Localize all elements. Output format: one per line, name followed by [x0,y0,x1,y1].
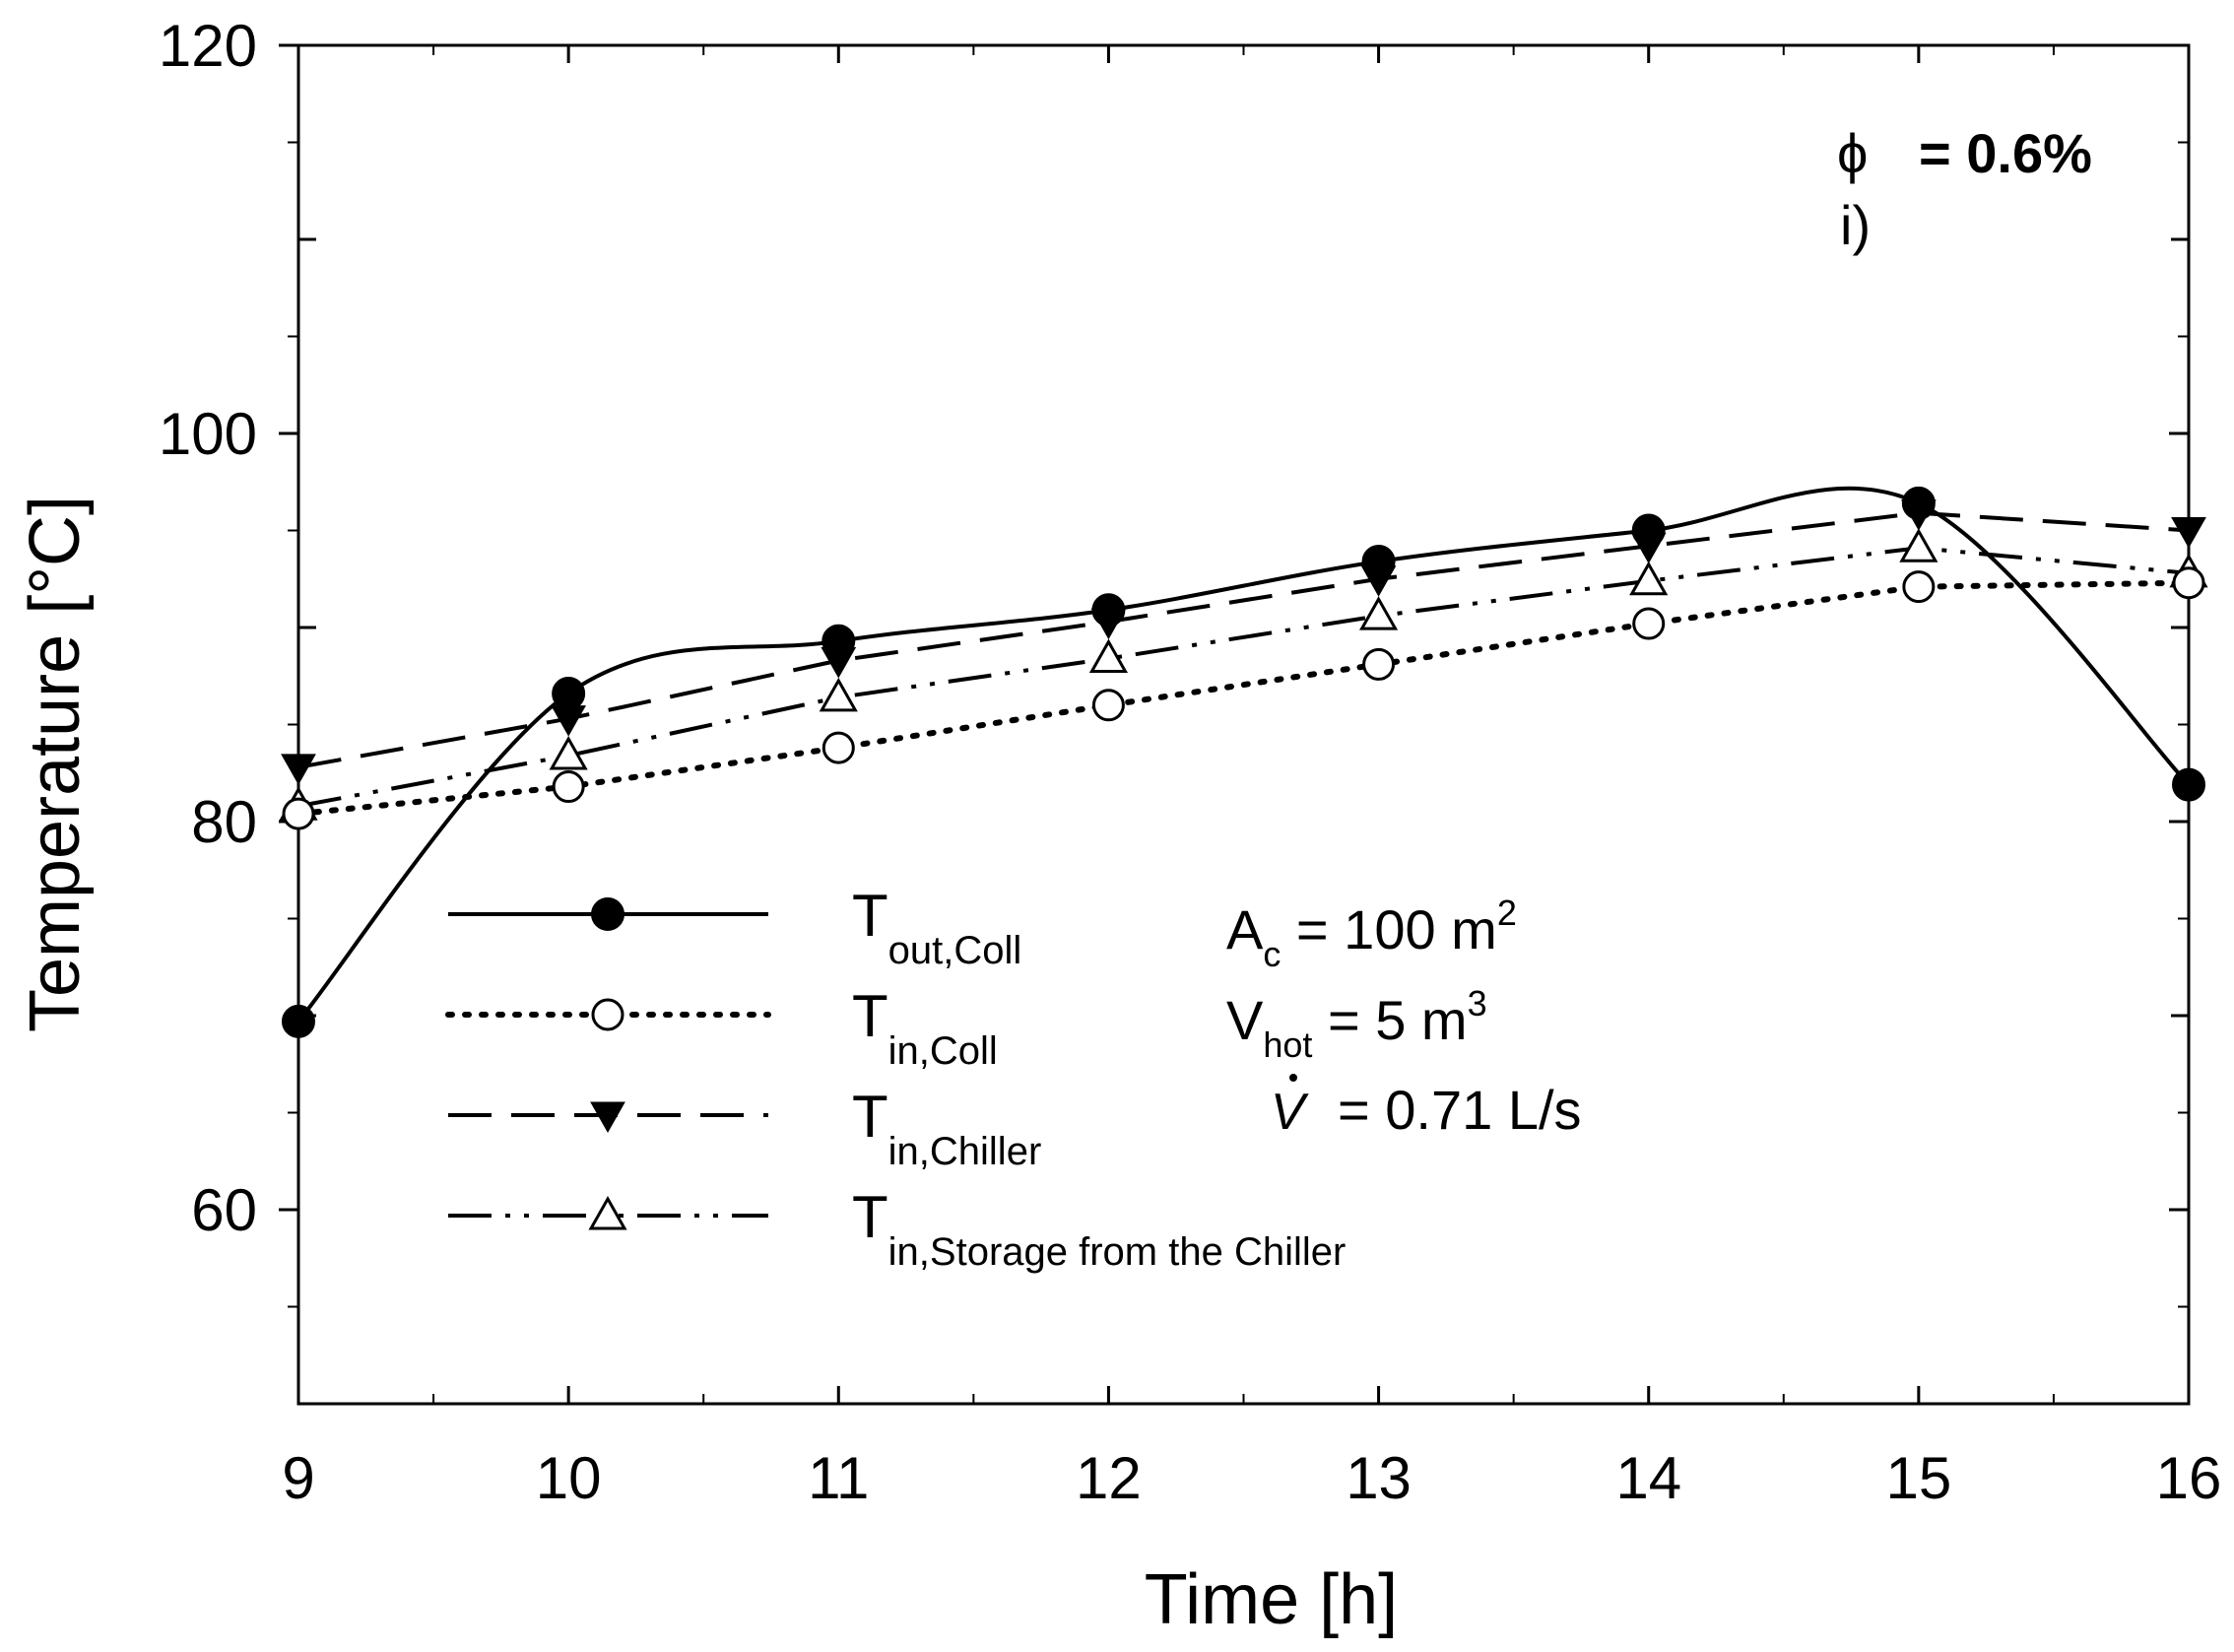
data-point-t-out-coll [1631,513,1666,548]
data-point-t-out-coll [1901,486,1936,520]
phi-value: = 0.6% [1919,122,2092,184]
legend: Tout,CollTin,CollTin,ChillerTin,Storage … [445,883,1346,1274]
collector-area-value: = 100 m [1281,898,1496,960]
axes: 9 10 11 12 13 14 15 16 60 80 100 120 Time [h] Tempera… [16,13,2221,1639]
legend-label-sub: in,Coll [888,1029,998,1073]
data-point-t-in-coll [1091,689,1125,722]
data-point-t-in-coll [2172,566,2205,600]
y-tick-label: 80 [191,789,257,855]
x-tick-label: 10 [536,1445,602,1511]
data-point-t-in-storage [549,735,588,770]
data-point-t-in-chiller [2171,517,2206,549]
data-point-t-in-storage [1899,528,1938,562]
data-point-t-in-storage [1629,561,1669,596]
collector-area-label: Ac = 100 m2 [1226,892,1517,974]
legend-label-t-in-coll: Tin,Coll [852,983,998,1073]
data-point-t-in-coll [821,731,855,764]
series-line-t-in-chiller [297,510,2190,769]
legend-label-t-in-storage: Tin,Storage from the Chiller [852,1184,1346,1274]
y-tick-label: 120 [159,13,257,79]
data-point-t-in-storage [1088,638,1129,674]
legend-label-sub: out,Coll [888,929,1022,972]
legend-label-main: T [852,1184,888,1250]
hot-volume-main: V [1226,989,1264,1051]
legend-label-t-in-chiller: Tin,Chiller [852,1084,1041,1173]
legend-marker-t-in-storage [588,1195,627,1230]
legend-label-main: T [852,1084,888,1150]
series-layer [279,486,2208,1038]
x-tick-label: 12 [1076,1445,1142,1511]
hot-volume-value: = 5 m [1312,989,1467,1051]
flow-rate-dot-icon [1289,1074,1297,1082]
flow-rate-value: = 0.71 L/s [1338,1079,1582,1141]
legend-marker-t-in-chiller [590,1101,625,1134]
plot-frame [296,43,2191,1406]
collector-area-sub: c [1263,934,1281,974]
legend-label-sub: in,Storage from the Chiller [888,1230,1347,1274]
y-tick-label: 60 [191,1177,257,1243]
data-point-t-in-coll [1902,570,1936,604]
series-line-t-in-coll [296,579,2192,818]
flow-rate-symbol: V [1271,1084,1309,1141]
x-tick-label: 15 [1885,1445,1951,1511]
legend-marker-t-out-coll [591,897,624,931]
data-point-t-in-coll [282,797,315,830]
data-point-t-out-coll [821,624,856,658]
collector-area-main: A [1226,898,1264,960]
x-tick-label: 13 [1346,1445,1412,1511]
data-point-t-in-storage [819,677,858,712]
x-tick-label: 16 [2156,1445,2222,1511]
data-point-t-out-coll [2172,767,2205,802]
x-tick-label: 9 [282,1445,314,1511]
panel-label: i) [1840,194,1871,256]
legend-label-main: T [852,983,888,1049]
legend-label-t-out-coll: Tout,Coll [852,883,1021,972]
legend-label-sub: in,Chiller [888,1130,1042,1173]
data-point-t-in-coll [552,770,585,804]
data-point-t-in-coll [1632,607,1666,640]
hot-volume-sub: hot [1263,1024,1312,1065]
phi-symbol: ϕ [1837,122,1868,184]
data-point-t-out-coll [1091,593,1126,628]
data-point-t-out-coll [282,1004,315,1038]
legend-marker-t-in-coll [591,998,624,1031]
y-tick-label: 100 [159,401,257,467]
data-point-t-in-chiller [281,754,316,785]
collector-area-sup: 2 [1497,892,1517,933]
data-point-t-out-coll [1361,545,1396,579]
x-axis-title: Time [h] [1145,1560,1398,1639]
x-tick-label: 14 [1615,1445,1681,1511]
hot-volume-sup: 3 [1468,983,1487,1024]
legend-label-main: T [852,883,888,949]
data-point-t-in-storage [1358,596,1399,630]
data-point-t-out-coll [552,676,586,710]
data-point-t-in-coll [1362,647,1396,681]
hot-volume-label: Vhot = 5 m3 [1226,983,1487,1065]
x-tick-label: 11 [808,1445,869,1511]
series-line-t-in-storage [297,546,2190,809]
y-axis-title: Temperature [°C] [16,496,95,1032]
